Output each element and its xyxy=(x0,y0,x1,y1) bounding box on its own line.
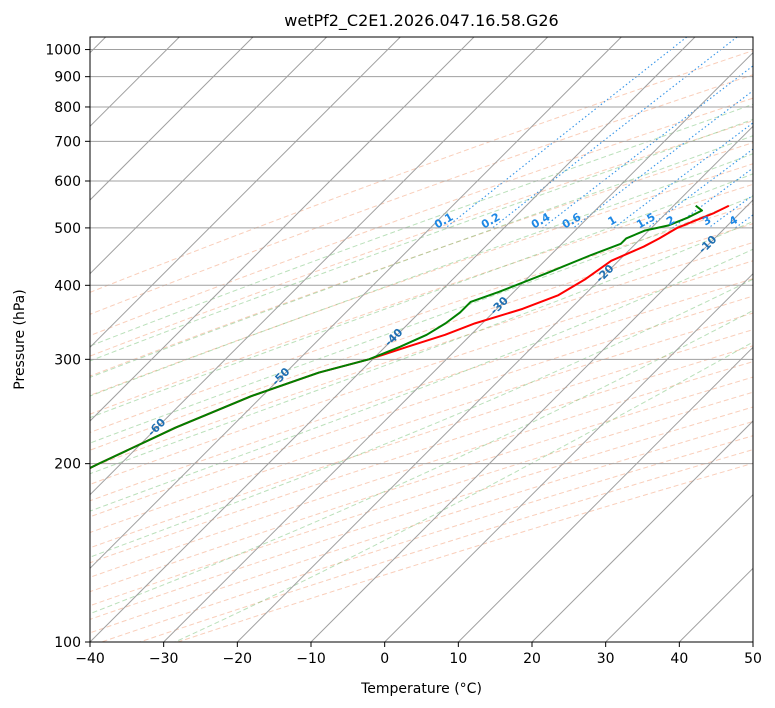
mixing-ratio-line xyxy=(672,37,775,228)
y-tick-label: 600 xyxy=(54,174,81,190)
mixing-ratio-line xyxy=(614,37,775,228)
isotherm-label: -70 xyxy=(17,470,40,493)
x-tick-label: −30 xyxy=(149,651,179,667)
y-tick-label: 100 xyxy=(54,635,81,651)
mixing-ratio-label: 4 xyxy=(727,213,740,228)
plot-area: 0.10.20.40.611.52346810131620253036-100-… xyxy=(0,37,775,642)
y-tick-label: 300 xyxy=(54,352,81,368)
y-tick-label: 800 xyxy=(54,100,81,116)
x-axis-ticks: −40 −30 −20 −10 0 10 20 30 40 50 xyxy=(75,642,762,667)
isotherm-line xyxy=(164,37,769,642)
isotherm-line xyxy=(532,37,775,642)
isotherm-line xyxy=(458,37,775,642)
isotherm-line xyxy=(0,37,400,642)
y-tick-label: 500 xyxy=(54,221,81,237)
x-tick-label: 40 xyxy=(670,651,688,667)
x-axis-label: Temperature (°C) xyxy=(360,681,482,697)
x-tick-label: 0 xyxy=(380,651,389,667)
chart-title: wetPf2_C2E1.2026.047.16.58.G26 xyxy=(284,11,558,31)
y-tick-label: 700 xyxy=(54,134,81,150)
isotherm-label: -20 xyxy=(593,262,616,285)
x-tick-label: −40 xyxy=(75,651,105,667)
mixing-ratio-label: 6 xyxy=(766,213,775,228)
isotherm-line xyxy=(0,37,253,642)
x-tick-label: −20 xyxy=(223,651,253,667)
y-tick-label: 900 xyxy=(54,70,81,86)
mixing-ratio-lines xyxy=(446,37,775,228)
y-axis-ticks: 1000 900 800 700 600 500 400 300 200 100 xyxy=(45,43,90,651)
x-tick-label: 30 xyxy=(597,651,615,667)
isotherm-line xyxy=(311,37,775,642)
isotherm-line xyxy=(679,37,775,642)
x-tick-label: 50 xyxy=(744,651,762,667)
isotherm-line xyxy=(237,37,775,642)
x-tick-label: 20 xyxy=(523,651,541,667)
x-tick-label: −10 xyxy=(296,651,326,667)
mixing-ratio-line xyxy=(735,37,775,228)
isotherm-line xyxy=(606,37,775,642)
isotherm-line xyxy=(385,37,775,642)
isotherm-line xyxy=(0,37,474,642)
y-tick-label: 200 xyxy=(54,457,81,473)
mixing-ratio-label: 1 xyxy=(606,213,619,228)
isotherm-line xyxy=(753,37,775,642)
skewt-chart: wetPf2_C2E1.2026.047.16.58.G26 0.1 0.2 0.4… xyxy=(0,0,775,708)
dry-adiabat-line xyxy=(178,37,775,642)
x-tick-label: 10 xyxy=(449,651,467,667)
y-axis-label: Pressure (hPa) xyxy=(12,289,28,389)
temperature-profile-line xyxy=(0,206,729,642)
dry-adiabat-line xyxy=(102,37,775,642)
profile-series xyxy=(0,206,729,642)
y-tick-label: 1000 xyxy=(45,43,81,59)
y-tick-label: 400 xyxy=(54,278,81,294)
